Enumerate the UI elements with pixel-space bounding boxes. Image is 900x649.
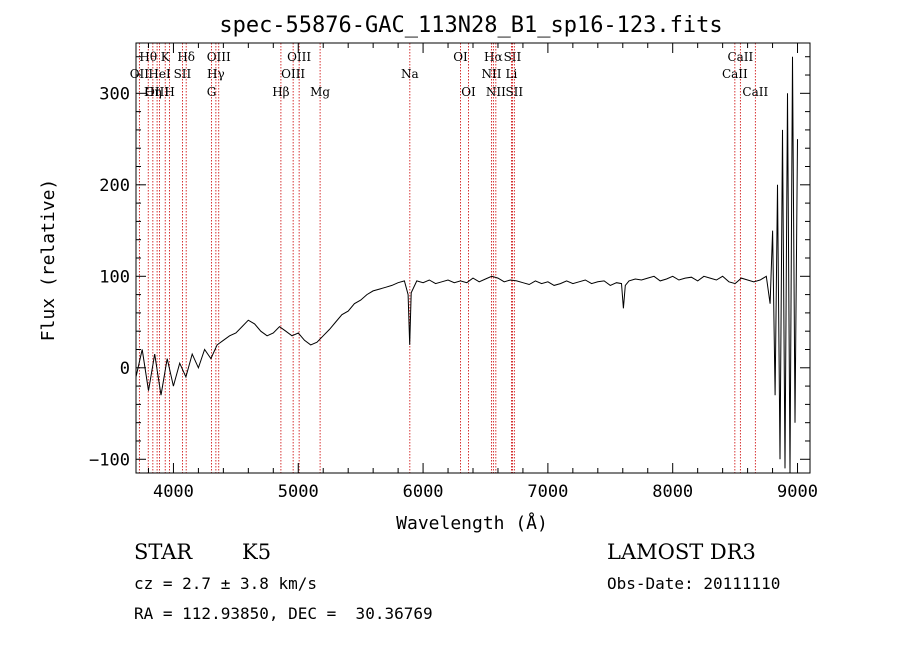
marker-label: NII <box>481 67 501 81</box>
coordinates-text: RA = 112.93850, DEC = 30.36769 <box>134 604 433 623</box>
marker-label: Na <box>401 67 419 81</box>
x-axis-label: Wavelength (Å) <box>396 512 548 534</box>
marker-label: CaII <box>742 85 768 99</box>
marker-label: H <box>164 85 174 99</box>
y-tick-label: 300 <box>99 84 130 104</box>
axes: 4000 5000 6000 7000 8000 9000 −100 0 100 200 300 <box>89 42 818 502</box>
marker-label: OIII <box>287 50 311 64</box>
redshift-text: cz = 2.7 ± 3.8 km/s <box>134 574 318 593</box>
marker-label: OI <box>453 50 468 64</box>
marker-label: Hβ <box>272 85 289 99</box>
x-tick-label: 9000 <box>777 482 818 502</box>
survey-name: LAMOST DR3 <box>607 540 756 564</box>
object-class: STAR <box>134 540 193 564</box>
marker-label: CaII <box>727 50 753 64</box>
y-tick-label: 200 <box>99 176 130 196</box>
spectrum-line <box>135 56 798 474</box>
marker-label: G <box>207 85 217 99</box>
plot-frame <box>135 42 811 474</box>
object-subclass: K5 <box>242 540 272 564</box>
y-tick-label: −100 <box>89 450 130 470</box>
marker-label: OIII <box>207 50 231 64</box>
marker-label: HeI <box>148 67 171 81</box>
marker-label: Mg <box>310 85 330 99</box>
x-tick-label: 5000 <box>278 482 319 502</box>
marker-label: OIII <box>145 85 169 99</box>
marker-label: OII <box>130 67 150 81</box>
y-tick-label: 100 <box>99 267 130 287</box>
marker-label: SII <box>174 67 192 81</box>
y-tick-label: 0 <box>120 359 130 379</box>
marker-label: Hα <box>484 50 503 64</box>
y-axis-label: Flux (relative) <box>38 179 59 342</box>
marker-label: Hθ <box>139 50 157 64</box>
marker-label: OI <box>461 85 476 99</box>
marker-label: Hγ <box>207 67 225 81</box>
x-tick-label: 4000 <box>153 482 194 502</box>
marker-label: Hδ <box>177 50 195 64</box>
chart-title: spec-55876-GAC_113N28_B1_sp16-123.fits <box>219 13 722 38</box>
marker-label: K <box>161 50 171 64</box>
x-tick-label: 6000 <box>403 482 444 502</box>
marker-label: Li <box>506 67 518 81</box>
x-tick-label: 8000 <box>652 482 693 502</box>
marker-label: OIII <box>281 67 305 81</box>
marker-label: NII <box>486 85 506 99</box>
marker-label: CaII <box>722 67 748 81</box>
obs-date: Obs-Date: 20111110 <box>607 574 781 593</box>
marker-label: SII <box>505 85 523 99</box>
marker-label: SII <box>504 50 522 64</box>
marker-label: Hη <box>144 85 162 99</box>
x-tick-label: 7000 <box>527 482 568 502</box>
spectrum-series <box>135 56 798 474</box>
